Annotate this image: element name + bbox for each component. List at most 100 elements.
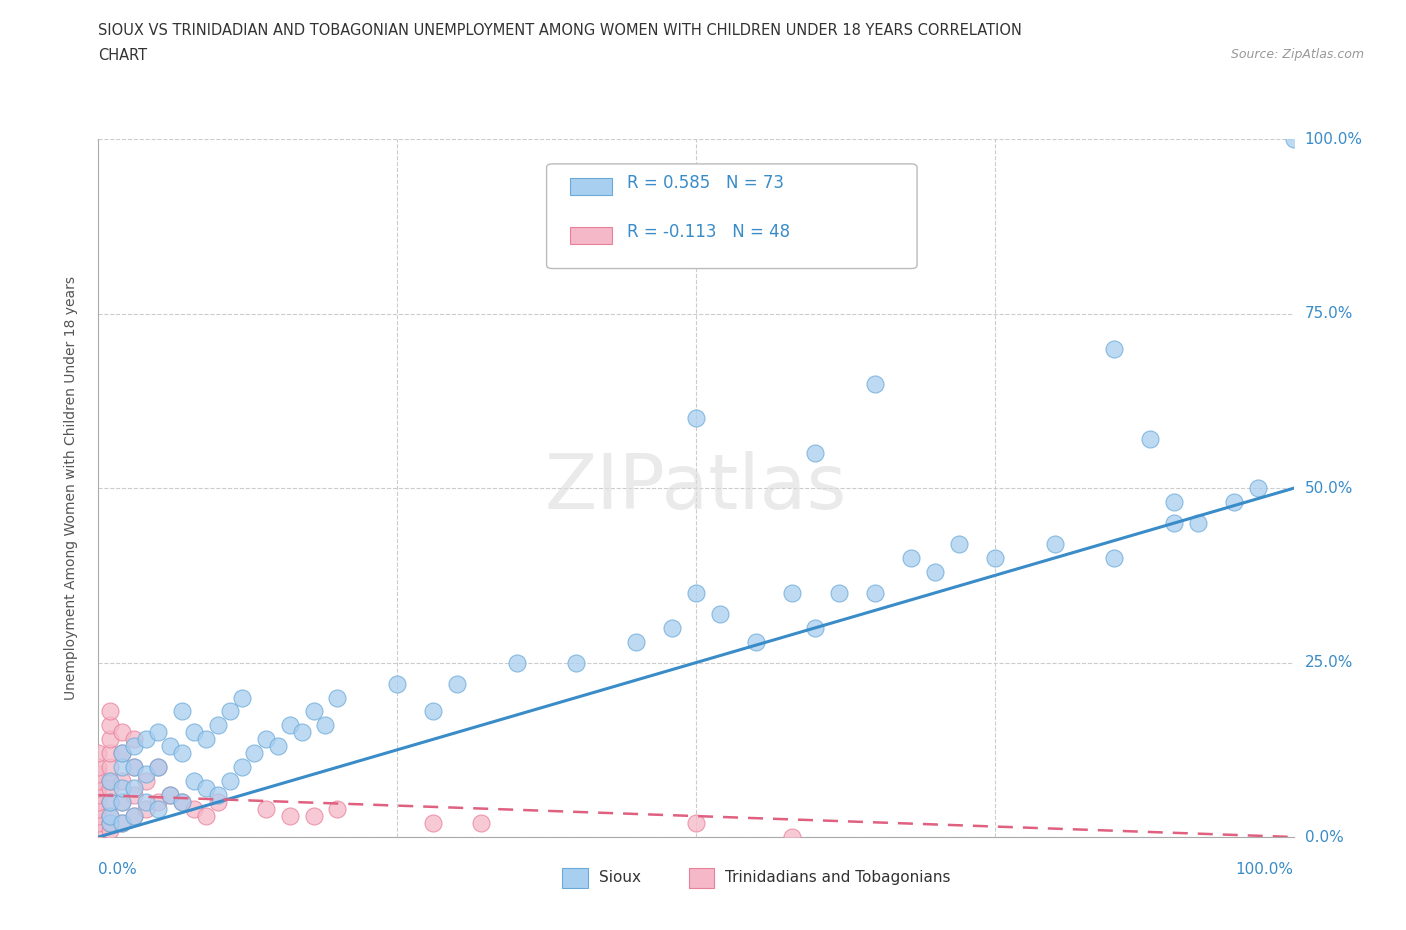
Y-axis label: Unemployment Among Women with Children Under 18 years: Unemployment Among Women with Children U… <box>63 276 77 700</box>
Point <box>780 586 803 601</box>
Point <box>422 704 444 719</box>
Point <box>1102 341 1125 356</box>
Point <box>98 809 122 824</box>
FancyBboxPatch shape <box>571 179 613 195</box>
Point <box>135 732 157 747</box>
Text: SIOUX VS TRINIDADIAN AND TOBAGONIAN UNEMPLOYMENT AMONG WOMEN WITH CHILDREN UNDER: SIOUX VS TRINIDADIAN AND TOBAGONIAN UNEM… <box>98 23 1022 38</box>
Point <box>302 704 325 719</box>
Point <box>1163 495 1185 510</box>
Point <box>194 732 217 747</box>
Point <box>685 411 707 426</box>
Point <box>98 794 122 809</box>
Point <box>87 760 110 775</box>
Point <box>1163 515 1185 530</box>
Point <box>159 788 181 803</box>
Point <box>98 746 122 761</box>
Point <box>565 655 588 670</box>
Point <box>231 690 253 705</box>
Text: 75.0%: 75.0% <box>1305 306 1353 322</box>
Point <box>290 725 312 740</box>
Point <box>98 760 122 775</box>
Text: Trinidadians and Tobagonians: Trinidadians and Tobagonians <box>725 870 950 885</box>
Point <box>124 809 146 824</box>
Point <box>1222 495 1246 510</box>
Point <box>207 788 229 803</box>
Point <box>124 809 146 824</box>
FancyBboxPatch shape <box>571 227 613 245</box>
Point <box>983 551 1005 565</box>
Point <box>124 781 146 796</box>
Point <box>254 732 277 747</box>
Text: Sioux: Sioux <box>599 870 641 885</box>
Point <box>124 760 146 775</box>
Point <box>87 823 110 837</box>
Point <box>183 774 205 789</box>
Point <box>1102 551 1125 565</box>
Text: 50.0%: 50.0% <box>1305 481 1353 496</box>
Point <box>98 823 122 837</box>
Point <box>135 794 157 809</box>
Point <box>111 816 134 830</box>
Point <box>148 725 170 740</box>
Point <box>98 704 122 719</box>
Point <box>219 774 242 789</box>
Point <box>98 774 122 789</box>
Point <box>111 746 134 761</box>
Point <box>148 794 170 809</box>
Point <box>98 809 122 824</box>
Point <box>124 738 146 753</box>
Point <box>124 760 146 775</box>
Point <box>87 809 110 824</box>
Point <box>1246 481 1268 496</box>
Point <box>685 586 707 601</box>
Text: CHART: CHART <box>98 48 148 63</box>
Point <box>172 704 194 719</box>
Point <box>1139 432 1161 447</box>
Point <box>863 586 886 601</box>
Point <box>124 788 146 803</box>
Point <box>111 816 134 830</box>
Point <box>624 634 647 649</box>
Point <box>219 704 242 719</box>
Point <box>98 794 122 809</box>
Point <box>1043 537 1066 551</box>
Point <box>326 690 349 705</box>
Point <box>278 718 301 733</box>
Point <box>948 537 970 551</box>
Point <box>446 676 468 691</box>
Point <box>111 794 134 809</box>
Text: R = -0.113   N = 48: R = -0.113 N = 48 <box>627 222 790 241</box>
Point <box>111 746 134 761</box>
Point <box>98 732 122 747</box>
Text: 100.0%: 100.0% <box>1305 132 1362 147</box>
Point <box>194 781 217 796</box>
Point <box>135 774 157 789</box>
Point <box>745 634 768 649</box>
Point <box>422 816 444 830</box>
Point <box>98 774 122 789</box>
Point <box>315 718 337 733</box>
Point <box>172 794 194 809</box>
Point <box>87 774 110 789</box>
Point <box>828 586 851 601</box>
Point <box>385 676 409 691</box>
Point <box>470 816 492 830</box>
Point <box>506 655 529 670</box>
Point <box>98 718 122 733</box>
Point <box>111 781 134 796</box>
Point <box>685 816 707 830</box>
Point <box>135 802 157 817</box>
Point <box>267 738 290 753</box>
Point <box>111 774 134 789</box>
Point <box>231 760 253 775</box>
Point <box>148 760 170 775</box>
Point <box>124 732 146 747</box>
Point <box>172 794 194 809</box>
Text: 0.0%: 0.0% <box>98 862 138 877</box>
Point <box>87 816 110 830</box>
Point <box>159 738 181 753</box>
Point <box>159 788 181 803</box>
Point <box>804 620 827 635</box>
Point <box>111 760 134 775</box>
Point <box>780 830 803 844</box>
